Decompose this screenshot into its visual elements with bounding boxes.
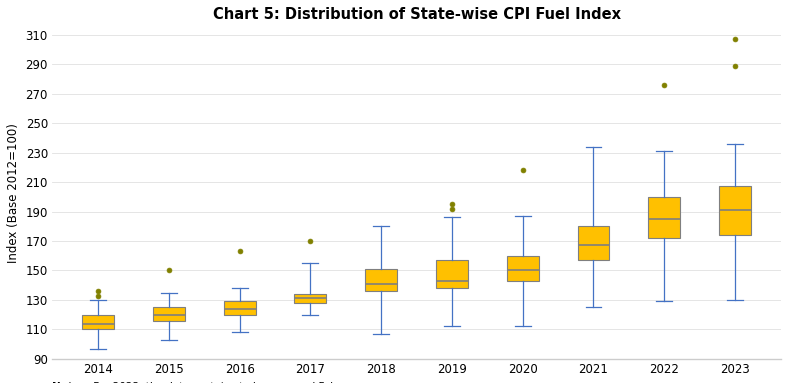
PathPatch shape (507, 256, 539, 281)
Y-axis label: Index (Base 2012=100): Index (Base 2012=100) (7, 123, 20, 263)
PathPatch shape (365, 269, 397, 291)
PathPatch shape (82, 315, 114, 329)
PathPatch shape (719, 187, 751, 235)
Title: Chart 5: Distribution of State-wise CPI Fuel Index: Chart 5: Distribution of State-wise CPI … (213, 7, 620, 22)
Text: Note:: Note: (52, 382, 84, 383)
PathPatch shape (578, 226, 609, 260)
PathPatch shape (153, 307, 184, 321)
Text: For 2023, the data pertains to January and February.: For 2023, the data pertains to January a… (90, 382, 366, 383)
PathPatch shape (436, 260, 468, 288)
PathPatch shape (224, 301, 255, 315)
PathPatch shape (295, 294, 326, 303)
PathPatch shape (649, 197, 680, 238)
